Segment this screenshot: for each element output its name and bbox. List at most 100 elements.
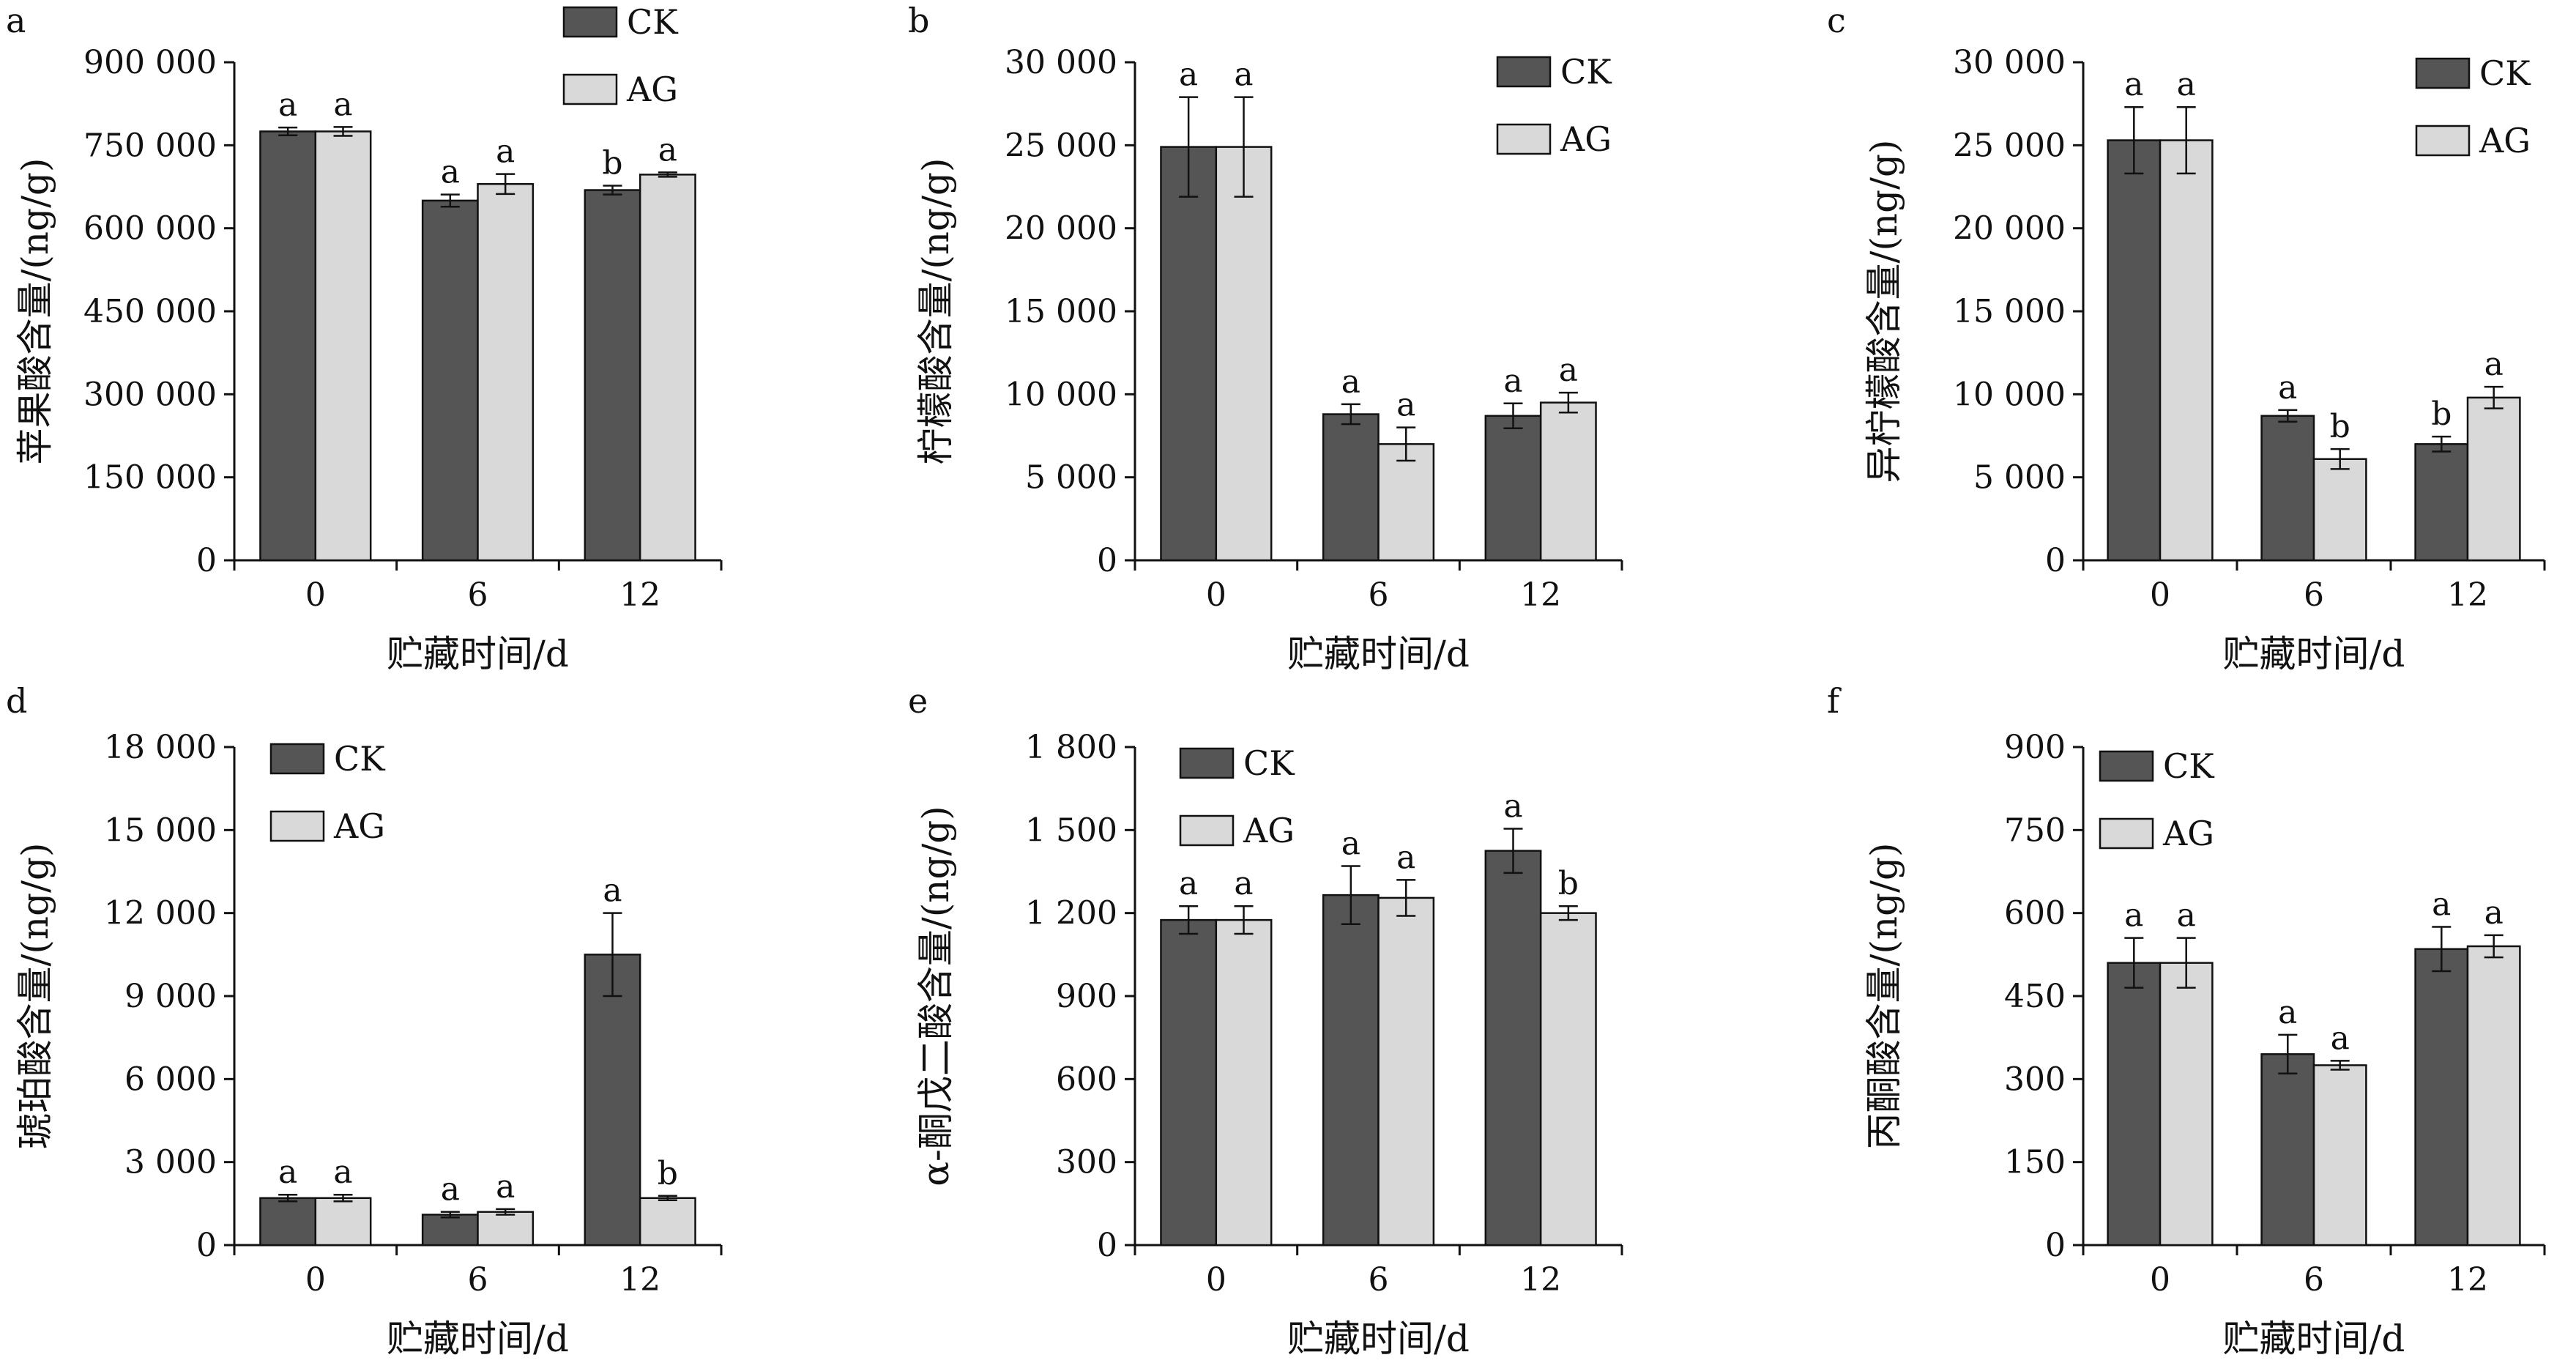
legend-swatch-AG xyxy=(2415,125,2471,157)
y-tick-label: 5 000 xyxy=(1025,459,1117,497)
bar-AG xyxy=(2312,1064,2367,1247)
x-axis-title: 贮藏时间/d xyxy=(1287,1318,1470,1360)
bar-AG xyxy=(314,1197,372,1247)
legend-swatch-CK xyxy=(1496,56,1552,88)
y-tick-label: 10 000 xyxy=(1005,376,1117,413)
bar-CK xyxy=(2107,962,2162,1247)
bar-AG xyxy=(2159,139,2214,562)
significance-label: a xyxy=(1503,787,1522,825)
bar-AG xyxy=(1539,401,1597,562)
x-tick-label: 12 xyxy=(2447,576,2488,614)
significance-label: a xyxy=(2177,897,2196,935)
bar-CK xyxy=(1484,850,1542,1247)
significance-label: a xyxy=(1179,56,1198,94)
legend-swatch-CK xyxy=(1179,747,1235,779)
bar-AG xyxy=(639,174,696,562)
x-tick-label: 0 xyxy=(1206,1261,1226,1299)
y-axis-title: 琥珀酸含量/(ng/g) xyxy=(14,843,56,1150)
y-axis-title: 柠檬酸含量/(ng/g) xyxy=(915,158,957,465)
bar-AG xyxy=(477,182,535,562)
y-tick-label: 0 xyxy=(196,1227,217,1264)
y-tick-label: 900 xyxy=(1056,978,1117,1015)
significance-label: b xyxy=(658,1155,678,1192)
y-tick-label: 20 000 xyxy=(1005,210,1117,248)
legend-swatch-AG xyxy=(2099,817,2154,850)
legend-label-AG: AG xyxy=(1243,811,1295,850)
legend-swatch-CK xyxy=(2099,750,2154,782)
bar-AG xyxy=(314,130,372,562)
x-tick-label: 12 xyxy=(2447,1261,2488,1299)
panel-letter: e xyxy=(908,681,928,721)
panel-letter: b xyxy=(908,1,929,40)
significance-label: b xyxy=(2330,408,2350,445)
y-tick-label: 10 000 xyxy=(1953,376,2066,413)
x-tick-label: 0 xyxy=(1206,576,1226,614)
x-tick-label: 0 xyxy=(305,1261,326,1299)
legend-label-CK: CK xyxy=(2163,746,2215,786)
bar-AG xyxy=(1377,896,1435,1247)
bar-AG xyxy=(2466,396,2521,562)
bar-CK xyxy=(1484,415,1542,562)
significance-label: a xyxy=(1396,387,1415,424)
legend-label-AG: AG xyxy=(333,806,385,846)
y-tick-label: 900 000 xyxy=(83,44,217,81)
significance-label: b xyxy=(602,144,622,182)
panel-letter: a xyxy=(6,1,26,40)
x-axis-title: 贮藏时间/d xyxy=(2223,1318,2405,1360)
significance-label: a xyxy=(1341,825,1360,862)
bar-AG xyxy=(1215,918,1273,1247)
y-tick-label: 0 xyxy=(1097,542,1117,579)
bar-CK xyxy=(259,1197,317,1247)
legend-swatch-AG xyxy=(269,810,325,842)
y-tick-label: 9 000 xyxy=(124,978,217,1015)
y-tick-label: 750 xyxy=(2004,812,2066,849)
bar-AG xyxy=(477,1211,535,1247)
y-tick-label: 600 xyxy=(1056,1061,1117,1098)
panel-letter: f xyxy=(1827,681,1842,721)
y-tick-label: 600 000 xyxy=(83,210,217,248)
x-tick-label: 12 xyxy=(619,576,660,614)
x-tick-label: 6 xyxy=(468,1261,488,1299)
significance-label: a xyxy=(2432,886,2451,924)
x-axis-title: 贮藏时间/d xyxy=(1287,633,1470,675)
bar-CK xyxy=(421,199,479,562)
x-axis-title: 贮藏时间/d xyxy=(2223,633,2405,675)
significance-label: a xyxy=(1234,56,1253,94)
y-tick-label: 0 xyxy=(1097,1227,1117,1264)
y-tick-label: 600 xyxy=(2004,895,2066,932)
chart-panel-b: b 0 5 000 10 000 15 000 20 000 25 000 30 000 0 6 1… xyxy=(908,1,1623,675)
significance-label: b xyxy=(1558,865,1579,902)
y-axis-title: 丙酮酸含量/(ng/g) xyxy=(1863,843,1905,1150)
significance-label: a xyxy=(1179,865,1198,902)
significance-label: a xyxy=(2331,1020,2350,1057)
significance-label: a xyxy=(1341,363,1360,401)
significance-label: a xyxy=(2484,346,2504,383)
y-tick-label: 15 000 xyxy=(104,812,217,849)
y-tick-label: 1 500 xyxy=(1025,812,1117,849)
legend-label-CK: CK xyxy=(2479,53,2531,93)
y-axis-title: 异柠檬酸含量/(ng/g) xyxy=(1863,140,1905,483)
significance-label: a xyxy=(603,872,622,910)
y-tick-label: 25 000 xyxy=(1005,127,1117,164)
significance-label: a xyxy=(333,1154,352,1191)
significance-label: a xyxy=(2278,994,2297,1031)
x-tick-label: 6 xyxy=(1369,576,1389,614)
x-axis-title: 贮藏时间/d xyxy=(387,633,569,675)
significance-label: a xyxy=(441,154,460,191)
y-tick-label: 12 000 xyxy=(104,895,217,932)
bar-CK xyxy=(2260,415,2315,562)
y-tick-label: 5 000 xyxy=(1973,459,2066,497)
bar-AG xyxy=(1215,146,1273,562)
significance-label: a xyxy=(2124,897,2143,935)
bar-AG xyxy=(2159,962,2214,1247)
x-tick-label: 0 xyxy=(305,576,326,614)
legend-swatch-CK xyxy=(269,743,325,775)
bar-CK xyxy=(1322,894,1380,1247)
chart-panel-e: e 0 300 600 900 1 200 1 500 1 800 0 6 12 贮藏时间/d α-酮戊… xyxy=(908,681,1623,1360)
bar-AG xyxy=(1377,443,1435,562)
y-tick-label: 3 000 xyxy=(124,1144,217,1181)
significance-label: a xyxy=(1234,865,1253,902)
y-tick-label: 750 000 xyxy=(83,127,217,164)
y-tick-label: 30 000 xyxy=(1953,44,2066,81)
